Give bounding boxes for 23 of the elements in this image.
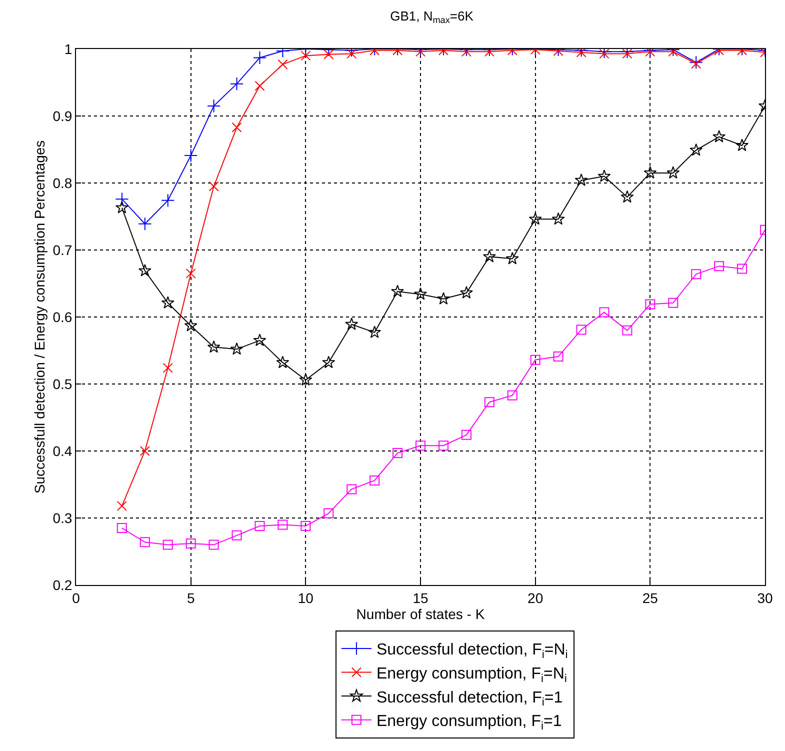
y-tick-label: 0.5 [52,376,72,392]
x-tick-label: 20 [528,590,544,606]
chart-title: GB1, N$_{max}$=6K [390,8,474,26]
y-tick-label: 0.8 [52,174,72,191]
x-tick-label: 0 [72,590,80,606]
x-tick-label: 30 [757,590,773,606]
y-tick-label: 0.4 [52,442,72,459]
y-tick-label: 0.9 [52,108,72,124]
y-tick-label: 0.7 [52,242,72,258]
x-tick-label: 15 [412,590,428,606]
x-tick-label: 10 [298,590,314,606]
legend-label: Successful detection, F$_{i}$=1 [376,689,563,709]
y-tick-label: 0.6 [52,308,72,325]
legend-label: Energy consumption, F$_{i}$=1 [376,713,562,732]
legend-label: Successful detection, F$_{i}$=N$_{i}$ [376,642,568,662]
x-axis-title: Number of states - K [356,606,486,622]
x-tick-label: 25 [642,590,658,606]
y-axis-title: Successfull detection / Energy consumption Percentages [31,140,48,494]
legend-label: Energy consumption, F$_{i}$=N$_{i}$ [376,666,567,685]
y-tick-label: 0.3 [52,510,72,526]
x-tick-label: 5 [186,590,195,606]
y-tick-label: 0.2 [52,576,72,593]
y-tick-label: 1 [64,40,72,57]
